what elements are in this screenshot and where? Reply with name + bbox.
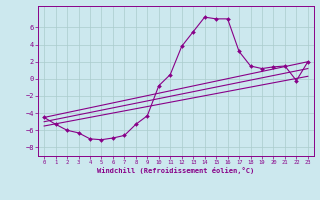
X-axis label: Windchill (Refroidissement éolien,°C): Windchill (Refroidissement éolien,°C)	[97, 167, 255, 174]
